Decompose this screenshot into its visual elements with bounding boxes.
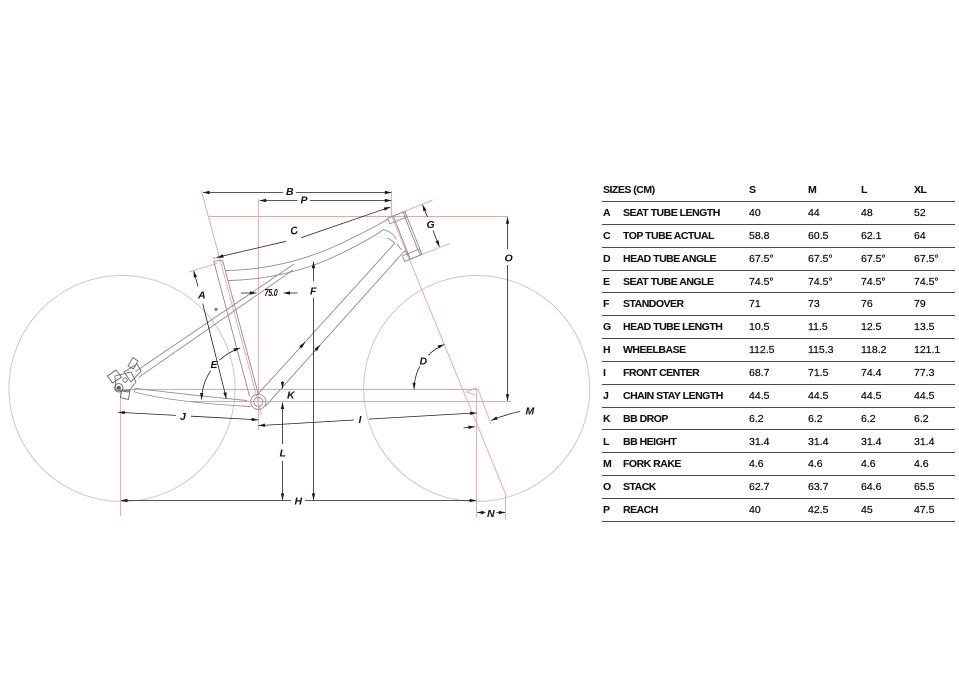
- svg-text:O: O: [505, 253, 513, 265]
- svg-text:K: K: [287, 390, 296, 402]
- svg-text:I: I: [359, 414, 363, 426]
- svg-text:A: A: [197, 290, 205, 302]
- svg-text:C: C: [289, 224, 300, 238]
- svg-text:M: M: [526, 406, 535, 418]
- svg-text:L: L: [280, 448, 286, 460]
- svg-text:P: P: [301, 195, 309, 207]
- svg-text:H: H: [295, 496, 303, 508]
- svg-text:D: D: [420, 356, 428, 368]
- svg-text:F: F: [310, 286, 317, 298]
- svg-text:G: G: [427, 219, 435, 231]
- svg-text:B: B: [286, 186, 294, 198]
- svg-text:N: N: [487, 508, 495, 520]
- svg-text:J: J: [180, 411, 187, 423]
- svg-text:75.0: 75.0: [265, 288, 279, 299]
- svg-text:E: E: [211, 359, 219, 371]
